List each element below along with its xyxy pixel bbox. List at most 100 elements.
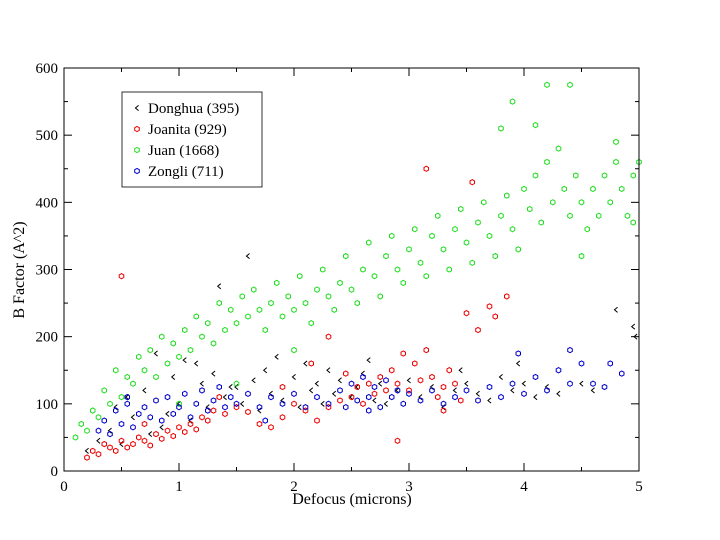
data-point	[475, 326, 481, 334]
data-point	[578, 199, 585, 206]
data-point	[383, 252, 389, 260]
data-point	[366, 239, 372, 246]
data-point	[268, 393, 274, 401]
data-point	[245, 390, 251, 397]
data-point	[435, 393, 441, 401]
data-point	[188, 417, 193, 424]
data-point	[136, 410, 142, 418]
data-point	[234, 384, 239, 391]
data-point	[475, 219, 481, 226]
data-point	[394, 380, 401, 387]
data-point	[72, 434, 79, 441]
data-point	[492, 252, 498, 260]
data-point	[452, 393, 458, 401]
data-point	[486, 303, 493, 310]
data-point	[268, 390, 273, 397]
data-point	[360, 400, 366, 407]
data-point	[624, 212, 631, 219]
data-point	[567, 346, 573, 354]
data-point	[233, 404, 240, 411]
data-points	[72, 81, 642, 461]
y-tick-label: 400	[36, 195, 59, 211]
data-point	[228, 393, 234, 401]
data-point	[458, 205, 464, 213]
data-point	[452, 226, 458, 233]
data-point	[429, 373, 435, 381]
data-point	[601, 172, 608, 179]
data-point	[159, 333, 165, 340]
data-point	[429, 232, 435, 240]
data-point	[285, 293, 291, 300]
data-point	[101, 417, 107, 424]
data-point	[187, 346, 194, 354]
data-point	[245, 408, 251, 416]
data-point	[257, 407, 262, 414]
data-point	[337, 279, 343, 287]
data-point	[308, 360, 314, 367]
data-point	[164, 393, 171, 401]
data-point	[458, 367, 463, 374]
data-point	[308, 320, 314, 327]
data-point	[182, 390, 188, 397]
data-point	[268, 299, 274, 307]
data-point	[233, 320, 240, 327]
data-point	[458, 397, 464, 404]
data-point	[394, 266, 401, 273]
data-point	[400, 279, 406, 287]
data-point	[366, 407, 372, 414]
data-point	[377, 380, 383, 387]
data-point	[222, 394, 227, 401]
x-tick-label: 5	[635, 479, 643, 495]
data-point	[377, 404, 383, 411]
data-point	[130, 440, 136, 448]
data-point	[228, 306, 234, 313]
legend: Donghua (395) Joanita (929) Juan (1668) Zon…	[121, 91, 263, 188]
data-point	[182, 326, 188, 334]
data-point	[630, 172, 636, 179]
data-point	[124, 400, 130, 407]
data-point	[291, 373, 296, 380]
data-point	[199, 333, 205, 340]
data-point	[136, 353, 142, 360]
data-point	[475, 397, 481, 404]
data-point	[262, 367, 268, 374]
data-point	[440, 246, 447, 253]
data-point	[268, 424, 274, 431]
data-point	[325, 333, 332, 340]
data-point	[463, 387, 470, 394]
data-point	[279, 313, 286, 320]
data-point	[251, 377, 256, 384]
legend-box	[121, 91, 263, 188]
data-point	[590, 387, 595, 394]
data-point	[394, 437, 401, 444]
data-point	[601, 383, 608, 391]
data-point	[325, 404, 332, 411]
data-point	[210, 340, 217, 347]
data-point	[228, 384, 233, 391]
data-point	[498, 393, 504, 401]
data-point	[423, 273, 429, 280]
data-point	[291, 306, 297, 313]
data-point	[584, 226, 590, 233]
x-axis-title: Defocus (microns)	[292, 491, 412, 508]
data-point	[463, 310, 470, 317]
data-point	[107, 427, 112, 434]
data-point	[521, 390, 527, 397]
data-point	[326, 367, 331, 374]
data-point	[440, 383, 447, 391]
data-point	[441, 404, 446, 411]
data-point	[544, 384, 549, 391]
data-point	[193, 313, 199, 320]
data-point	[205, 417, 211, 424]
data-point	[596, 212, 602, 219]
data-point	[498, 373, 503, 380]
data-point	[239, 400, 245, 407]
data-point	[325, 400, 332, 407]
data-point	[515, 360, 521, 367]
data-point	[372, 397, 377, 404]
data-point	[389, 232, 395, 240]
data-point	[113, 447, 119, 455]
data-point	[96, 437, 101, 444]
data-point	[222, 326, 228, 334]
data-point	[354, 397, 360, 404]
